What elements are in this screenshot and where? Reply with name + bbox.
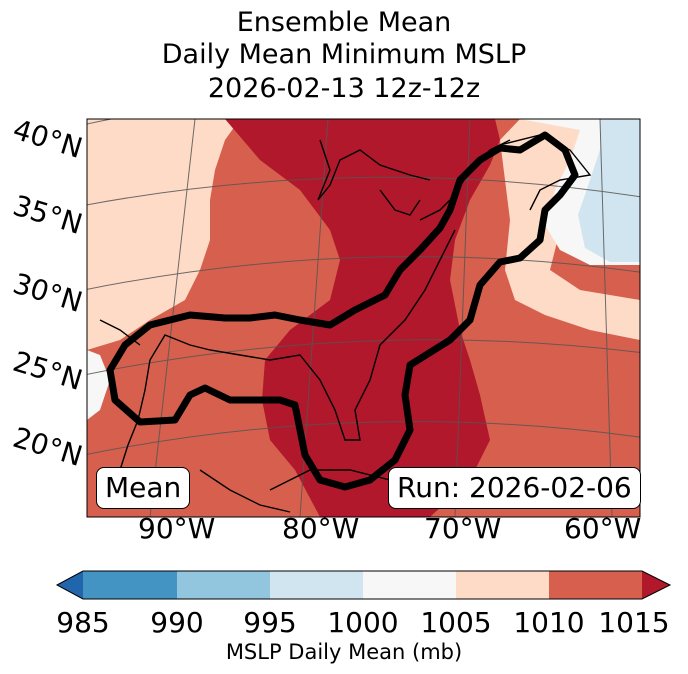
- colorbar-tick-1000: 1000: [327, 606, 399, 639]
- field-1005-east: [500, 119, 640, 340]
- colorbar-bin-1005: [456, 571, 549, 599]
- lon-label-90: 90°W: [138, 512, 216, 545]
- colorbar-bin-990: [177, 571, 270, 599]
- colorbar-bin-995: [270, 571, 363, 599]
- run-date-box: Run: 2026-02-06: [388, 467, 641, 509]
- field-1015-core: [225, 119, 500, 517]
- title-line-1: Ensemble Mean: [236, 7, 452, 38]
- colorbar-bin-1010: [549, 571, 642, 599]
- colorbar-outline: [55, 570, 672, 600]
- contour-line: [106, 131, 579, 491]
- colorbar-tick-990: 990: [150, 606, 204, 639]
- colorbar-tick-1010: 1010: [513, 606, 585, 639]
- title-line-3: 2026-02-13 12z-12z: [207, 73, 481, 104]
- colorbar-tick-985: 985: [56, 606, 110, 639]
- lon-label-70: 70°W: [424, 512, 502, 545]
- title-line-2: Daily Mean Minimum MSLP: [161, 39, 527, 70]
- colorbar-tick-995: 995: [243, 606, 297, 639]
- field-1000-west: [87, 350, 110, 420]
- pressure-field: [87, 119, 640, 517]
- colorbar-bin-985: [83, 571, 177, 599]
- field-995-east: [578, 119, 640, 262]
- colorbar-label: MSLP Daily Mean (mb): [225, 640, 463, 664]
- colorbar: [55, 570, 672, 600]
- lon-label-60: 60°W: [564, 512, 642, 545]
- colorbar-tick-1015: 1015: [598, 606, 670, 639]
- map-frame: [86, 118, 641, 518]
- colorbar-bin-1000: [363, 571, 456, 599]
- colorbar-extend-high: [642, 571, 670, 599]
- mean-label-box: Mean: [96, 467, 191, 509]
- colorbar-extend-low: [57, 571, 83, 599]
- colorbar-tick-1005: 1005: [420, 606, 492, 639]
- field-1005-west-inner: [87, 145, 195, 320]
- lon-label-80: 80°W: [282, 512, 360, 545]
